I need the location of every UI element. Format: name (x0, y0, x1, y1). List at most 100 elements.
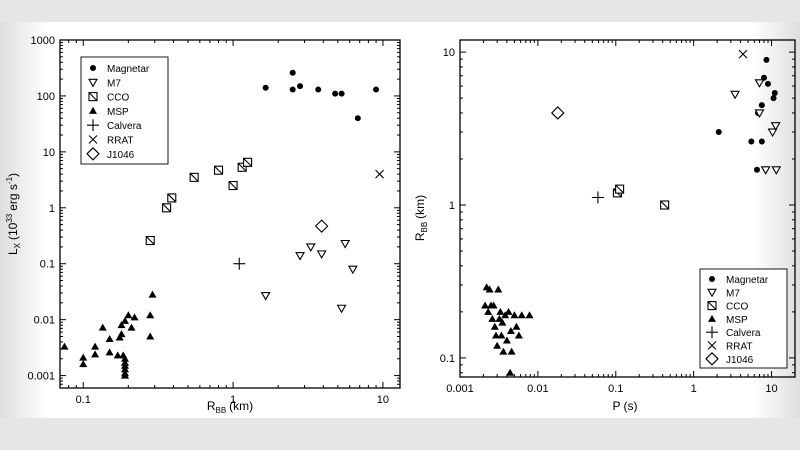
chart-left-legend-label-m7: M7 (107, 78, 121, 89)
chart-right-point-msp (494, 285, 503, 293)
chart-left-legend-label-cco: CCO (107, 93, 129, 104)
chart-left-point-msp (105, 335, 114, 343)
chart-right-point-msp (510, 311, 519, 319)
chart-left-point-m7 (316, 250, 327, 259)
chart-right-points (481, 49, 782, 376)
chart-left-legend-label-rrat: RRAT (107, 136, 133, 147)
chart-right-point-magnetar (758, 102, 765, 109)
chart-left-legend-marker-calvera (87, 119, 99, 132)
chart-right-ticks: 0.001 0.01 0.1 1 10 0.1 1 10 (440, 40, 796, 395)
chart-right-point-msp (498, 318, 507, 326)
chart-right-legend-marker-rrat (707, 341, 717, 350)
chart-left-point-cco (162, 203, 172, 213)
chart-right-point-cco (660, 200, 670, 210)
chart-left-y-tick-label: 1 (49, 203, 55, 215)
chart-right-point-msp (485, 285, 494, 293)
chart-left-x-tick-label: 1 (230, 394, 236, 406)
chart-right-point-msp (481, 301, 490, 309)
chart-right-x-axis-label: P (s) (612, 399, 637, 413)
chart-right-point-magnetar (715, 129, 722, 136)
chart-right-legend-marker-calvera (706, 326, 718, 339)
chart-left-point-cco (167, 193, 177, 203)
chart-right-y-axis-label: RBB(km) (413, 195, 429, 241)
chart-right-point-magnetar (771, 90, 778, 97)
chart-left-legend-marker-rrat (88, 135, 98, 144)
chart-right-point-magnetar (748, 138, 755, 145)
chart-left-point-msp (117, 330, 126, 338)
chart-left-point-msp (127, 323, 136, 331)
chart-left-y-tick-label: 0.1 (40, 259, 55, 271)
chart-right-x-tick-label: 10 (765, 383, 777, 395)
chart-left-x-tick-label: 10 (377, 394, 389, 406)
chart-left-points (60, 69, 384, 379)
chart-right-legend-label-j1046: J1046 (726, 355, 754, 366)
chart-left-point-rrat (375, 169, 384, 179)
chart-right-legend-label-m7: M7 (726, 288, 740, 299)
chart-left-legend: Magnetar M7 CCO MSP Calvera RRAT J1046 (80, 56, 169, 165)
chart-left-plot-frame (59, 39, 401, 389)
chart-left-point-cco (237, 162, 247, 172)
chart-left-point-msp (146, 311, 155, 319)
chart-right-point-msp (495, 314, 504, 322)
chart-left-legend-box (80, 56, 169, 165)
chart-right-legend-marker-j1046 (705, 352, 719, 366)
chart-right-point-m7 (754, 79, 765, 88)
chart-right-legend-label-msp: MSP (726, 315, 748, 326)
chart-left-point-cco (213, 165, 224, 175)
chart-right-point-rrat (738, 49, 748, 59)
chart-left-x-tick-label: 0.1 (76, 394, 91, 406)
chart-left-point-magnetar (338, 90, 345, 97)
chart-left-point-cco (145, 235, 155, 246)
chart-right-point-msp (490, 322, 499, 330)
chart-left-point-msp (120, 316, 129, 324)
chart-right-point-msp (492, 331, 501, 339)
chart-left-point-cco (243, 157, 253, 167)
chart-left-y-tick-label: 0.001 (27, 371, 55, 383)
chart-left-point-m7 (295, 252, 306, 261)
chart-left-point-m7 (340, 239, 351, 249)
chart-left-legend-label-j1046: J1046 (107, 150, 135, 161)
chart-left-point-m7 (260, 291, 271, 301)
chart-left-legend-marker-cco (88, 92, 98, 102)
chart-left-point-magnetar (262, 84, 269, 91)
chart-right: 0.001 0.01 0.1 1 10 0.1 1 10 Magnetar M7 CCO MSP Ca… (413, 39, 796, 413)
chart-left-legend-marker-magnetar (90, 65, 96, 71)
chart-left-legend-label-magnetar: Magnetar (107, 64, 150, 75)
chart-right-point-msp (525, 311, 534, 319)
chart-left-legend-label-msp: MSP (107, 107, 129, 118)
chart-left-point-msp (79, 353, 88, 361)
chart-right-point-msp (512, 322, 521, 330)
chart-right-point-magnetar (770, 95, 777, 102)
chart-left-y-tick-label: 1000 (31, 35, 55, 47)
chart-left-y-tick-label: 10 (43, 147, 55, 159)
chart-right-point-msp (489, 301, 498, 309)
chart-right-point-msp (497, 331, 506, 339)
chart-left-point-msp (124, 311, 133, 319)
chart-left-point-msp (120, 365, 129, 373)
chart-right-point-msp (488, 314, 497, 322)
chart-left-point-msp (148, 290, 157, 298)
chart-left-point-m7 (305, 243, 316, 252)
chart-left-point-calvera (233, 257, 246, 270)
chart-left-point-msp (98, 323, 107, 331)
chart-right-point-m7 (771, 166, 782, 175)
chart-right-legend: Magnetar M7 CCO MSP Calvera RRAT J1046 (699, 268, 788, 369)
chart-left-point-msp (60, 342, 69, 350)
chart-right-point-m7 (730, 90, 741, 100)
chart-right-point-calvera (591, 191, 604, 204)
chart-right-point-m7 (760, 166, 771, 175)
chart-left-point-cco (189, 172, 199, 182)
chart-right-point-magnetar (761, 74, 768, 81)
chart-left: 0.1 1 10 0.001 0.01 0.1 1 10 100 1000 Magnetar M7 C… (5, 35, 401, 415)
chart-right-x-tick-label: 1 (691, 383, 697, 395)
chart-left-legend-marker-msp (89, 106, 97, 114)
chart-right-x-tick-label: 0.001 (446, 383, 474, 395)
chart-left-x-axis-label: RBB (km) (207, 399, 253, 415)
chart-right-legend-marker-msp (708, 314, 716, 322)
chart-right-y-tick-label: 0.1 (440, 353, 455, 365)
chart-left-point-magnetar (332, 90, 339, 97)
chart-right-legend-label-calvera: Calvera (726, 328, 761, 339)
chart-right-legend-marker-m7 (707, 288, 717, 298)
chart-right-point-msp (517, 311, 526, 319)
